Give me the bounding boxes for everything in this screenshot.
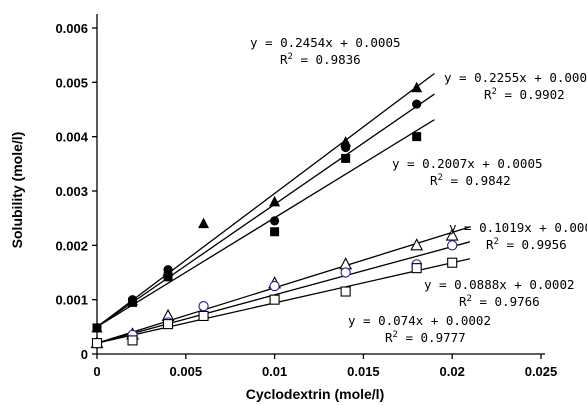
r-symbol: R	[430, 173, 438, 188]
x-tick-label: 0.025	[525, 364, 558, 379]
r-symbol: R	[385, 330, 393, 345]
r-value: = 0.9777	[398, 330, 466, 345]
r-value: = 0.9842	[443, 173, 511, 188]
data-point	[412, 99, 422, 109]
r-value: = 0.9766	[472, 294, 540, 309]
data-point	[411, 263, 422, 274]
trendline-5	[96, 241, 471, 344]
trendline-2	[96, 93, 435, 328]
trendline-equation: y = 0.0888x + 0.0002	[424, 277, 575, 292]
data-point	[339, 257, 353, 270]
x-tick-label: 0.02	[440, 364, 465, 379]
data-point	[410, 238, 424, 251]
data-point	[341, 142, 351, 153]
x-tick-label: 0.015	[347, 364, 380, 379]
x-tick-label: 0.01	[262, 364, 287, 379]
y-tick-label: 0.003	[55, 184, 88, 199]
trendline-4	[96, 226, 471, 344]
data-point	[91, 338, 103, 349]
data-point	[163, 265, 173, 275]
data-point	[340, 286, 351, 297]
data-point	[411, 81, 423, 93]
trendline-1	[96, 72, 435, 328]
trendline-equation: y = 0.2255x + 0.0005	[444, 70, 587, 85]
r-value: = 0.9956	[499, 237, 567, 252]
data-point	[198, 301, 209, 312]
data-point	[447, 257, 458, 268]
data-point	[447, 240, 458, 251]
r-squared-label: R2 = 0.9842	[430, 173, 511, 188]
axes: 0 0.001 0.002 0.003 0.004 0.005 0.006 0 0.005 0.0…	[55, 14, 557, 379]
y-tick-label: 0.001	[55, 293, 88, 308]
trendline-equation: y = 0.074x + 0.0002	[348, 313, 491, 328]
r-exponent: 2	[288, 52, 293, 62]
r-symbol: R	[280, 52, 288, 67]
r-symbol: R	[484, 87, 492, 102]
data-point	[128, 297, 138, 307]
data-point	[198, 310, 209, 322]
r-value: = 0.9902	[497, 87, 565, 102]
trendlines	[96, 72, 471, 344]
data-point	[269, 294, 280, 305]
data-point	[269, 195, 281, 207]
data-point	[270, 227, 280, 237]
y-tick-label: 0.002	[55, 238, 88, 253]
r-squared-label: R2 = 0.9836	[280, 52, 361, 67]
r-squared-label: R2 = 0.9766	[459, 294, 540, 309]
data-point	[445, 228, 459, 241]
data-point	[269, 280, 280, 292]
y-tick-label: 0.005	[55, 75, 88, 90]
data-point	[340, 267, 351, 278]
trendline-3	[96, 119, 435, 328]
r-squared-label: R2 = 0.9902	[484, 87, 565, 102]
data-point	[341, 153, 351, 163]
data-point	[162, 319, 174, 330]
y-axis-title: Solubility (mole/l)	[9, 132, 25, 249]
r-exponent: 2	[492, 87, 497, 97]
trendline-equation: y = 0.2007x + 0.0005	[392, 156, 543, 171]
data-point	[198, 217, 210, 229]
r-symbol: R	[459, 294, 467, 309]
trendline-equation: y = 0.2454x + 0.0005	[250, 35, 401, 50]
y-tick-label: 0.006	[55, 21, 88, 36]
x-tick-label: 0	[93, 364, 100, 379]
r-symbol: R	[486, 237, 494, 252]
r-value: = 0.9836	[293, 52, 361, 67]
x-axis-title: Cyclodextrin (mole/l)	[246, 386, 384, 402]
data-point	[270, 216, 280, 226]
r-exponent: 2	[393, 330, 398, 340]
data-point	[92, 323, 102, 333]
y-tick-label: 0	[81, 347, 88, 362]
markers	[90, 81, 459, 349]
r-exponent: 2	[438, 173, 443, 183]
data-point	[163, 272, 173, 282]
data-point	[127, 335, 138, 346]
x-tick-label: 0.005	[170, 364, 203, 379]
r-squared-label: R2 = 0.9956	[486, 237, 567, 252]
data-point	[412, 132, 422, 142]
r-exponent: 2	[467, 294, 472, 304]
r-exponent: 2	[494, 237, 499, 247]
trendline-equation: y = 0.1019x + 0.0002	[449, 220, 587, 235]
r-squared-label: R2 = 0.9777	[385, 330, 466, 345]
trendline-6	[96, 258, 471, 344]
y-tick-label: 0.004	[55, 130, 88, 145]
